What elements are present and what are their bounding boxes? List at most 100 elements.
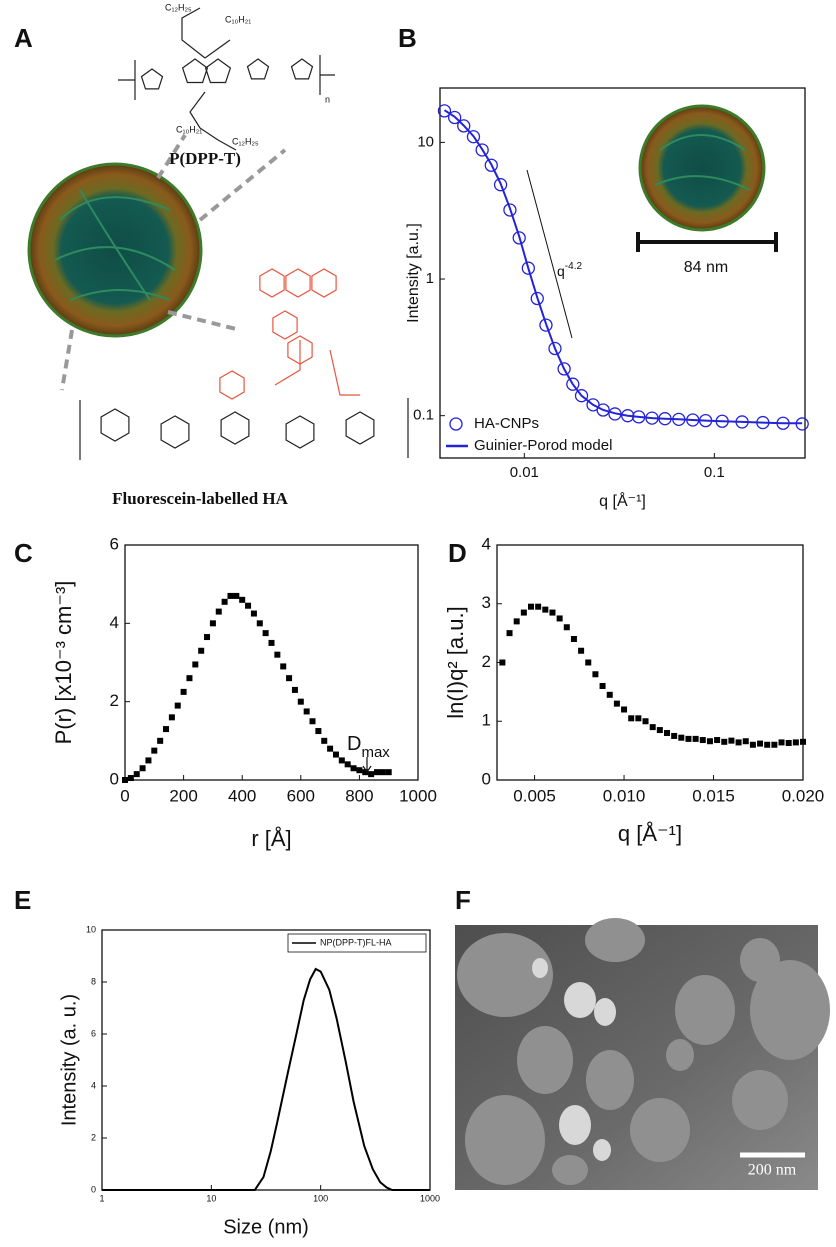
- panel-label: C: [14, 538, 33, 568]
- y-tick-label: 3: [482, 593, 491, 612]
- data-point: [268, 639, 275, 646]
- data-point: [122, 777, 128, 783]
- data-point: [535, 603, 542, 610]
- y-tick-label: 0: [91, 1184, 96, 1194]
- data-point: [671, 732, 678, 739]
- panel-label: E: [14, 885, 31, 915]
- data-point: [800, 738, 806, 745]
- x-axis-label: Size (nm): [223, 1216, 309, 1238]
- x-axis-label: r [Å]: [251, 826, 291, 851]
- data-point: [764, 741, 771, 748]
- ring: [181, 58, 209, 84]
- data-point: [145, 757, 152, 764]
- y-tick-label: 0: [110, 769, 119, 788]
- bright-particles: [532, 958, 616, 1161]
- data-point: [585, 659, 592, 666]
- scale-bar-label: 200 nm: [748, 1162, 797, 1179]
- inset-nanoparticle: [638, 104, 766, 232]
- linker: [274, 340, 360, 396]
- data-point: [728, 737, 735, 744]
- side-chain-label: C₁₂H₂₅: [165, 2, 192, 12]
- data-point: [530, 291, 544, 306]
- x-tick-label: 0: [120, 786, 129, 805]
- data-point: [621, 706, 628, 713]
- data-point: [227, 592, 234, 599]
- data-point: [721, 738, 728, 745]
- panel-label: A: [14, 23, 33, 53]
- data-point: [338, 757, 345, 764]
- data-point: [291, 686, 298, 693]
- data-point: [274, 651, 281, 658]
- plot-frame: [439, 87, 806, 459]
- data-point: [578, 647, 585, 654]
- series-line: [102, 967, 430, 1191]
- x-tick-label: 1000: [420, 1193, 440, 1203]
- y-tick-label: 4: [482, 534, 491, 553]
- polymer-name: P(DPP-T): [169, 149, 241, 168]
- x-tick-label: 600: [287, 786, 315, 805]
- data-point: [757, 740, 764, 747]
- data-point: [628, 715, 635, 722]
- data-point: [503, 203, 517, 217]
- data-point: [792, 739, 799, 746]
- y-tick-label: 4: [91, 1080, 96, 1090]
- data-point: [493, 178, 508, 192]
- side-chain-label: C₁₀H₂₁: [225, 14, 251, 24]
- data-point: [692, 735, 699, 742]
- data-point: [327, 745, 334, 752]
- data-point: [678, 734, 685, 741]
- data-point: [570, 636, 577, 642]
- ring: [285, 415, 315, 449]
- data-point: [556, 615, 563, 622]
- data-point: [209, 620, 216, 627]
- side-chain: [189, 91, 237, 151]
- y-tick-label: 10: [86, 924, 96, 934]
- x-tick-label: 800: [345, 786, 373, 805]
- structure-panel: [27, 7, 409, 460]
- data-point: [699, 737, 706, 744]
- data-point: [778, 739, 785, 746]
- data-point: [127, 775, 134, 782]
- y-tick-label: 0: [482, 769, 491, 788]
- legend-label: NP(DPP-T)FL-HA: [320, 937, 392, 947]
- fiber: [54, 189, 176, 301]
- data-point: [520, 609, 527, 616]
- data-point: [785, 739, 792, 746]
- data-point: [466, 130, 481, 144]
- data-point: [163, 726, 170, 733]
- data-point: [656, 727, 663, 734]
- y-tick-label: 6: [110, 534, 119, 553]
- data-point: [521, 261, 535, 275]
- data-point: [221, 598, 228, 605]
- x-axis-label: q [Å⁻¹]: [618, 821, 682, 846]
- y-tick-label: 8: [91, 976, 96, 986]
- x-tick-label: 100: [313, 1193, 328, 1203]
- data-point: [168, 714, 175, 721]
- bond: [118, 74, 335, 81]
- x-tick-label: 0.1: [704, 464, 725, 481]
- data-point: [385, 769, 392, 776]
- x-tick-label: 0.020: [782, 786, 825, 805]
- data-point: [192, 661, 199, 668]
- y-tick-label: 4: [110, 613, 119, 632]
- dmax-label-subscript: max: [361, 744, 390, 761]
- slope-label: q-4.2: [557, 261, 582, 279]
- x-tick-label: 0.005: [513, 786, 556, 805]
- ring: [287, 335, 313, 365]
- y-tick-label: 1: [426, 270, 434, 287]
- data-point: [596, 403, 610, 417]
- data-point: [542, 606, 549, 613]
- ring: [285, 268, 311, 298]
- data-point: [133, 771, 140, 778]
- panel-label: D: [448, 538, 467, 568]
- data-point: [606, 691, 613, 698]
- data-point: [368, 771, 375, 778]
- y-tick-label: 10: [417, 133, 434, 150]
- side-chain-label: C₁₀H₂₁: [176, 124, 202, 134]
- data-point: [373, 769, 380, 776]
- data-point: [771, 741, 778, 748]
- dmax-label-base: D: [347, 733, 361, 755]
- slope-label-exponent: -4.2: [565, 261, 583, 272]
- x-axis-label: q [Å⁻¹]: [599, 491, 646, 510]
- ring: [160, 415, 190, 449]
